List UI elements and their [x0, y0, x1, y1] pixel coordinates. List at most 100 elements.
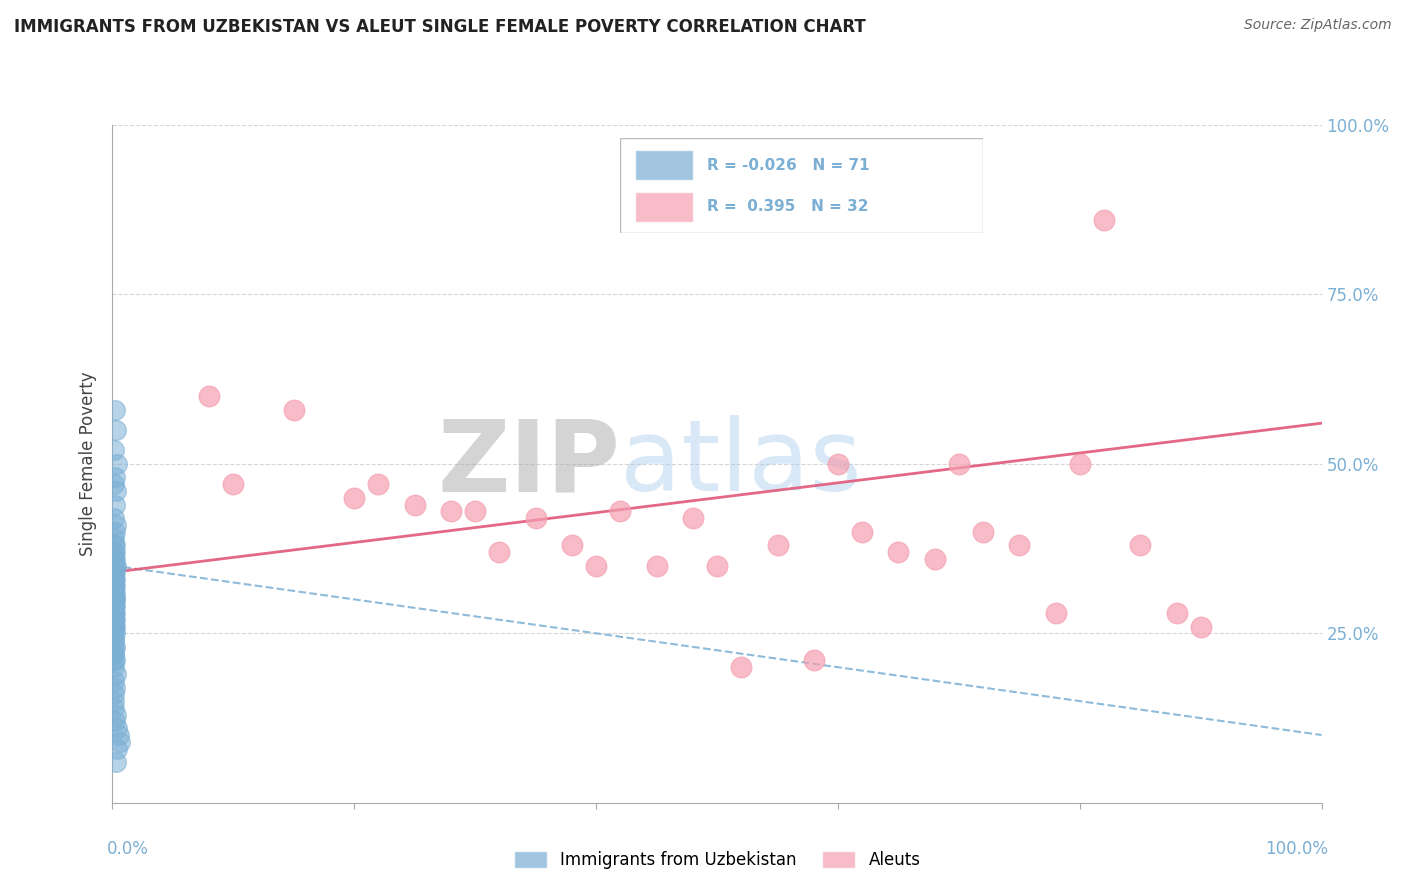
Point — [104, 558, 127, 573]
Point — [105, 741, 128, 756]
Point — [561, 538, 583, 552]
Text: Source: ZipAtlas.com: Source: ZipAtlas.com — [1244, 18, 1392, 32]
Point — [972, 524, 994, 539]
Point — [222, 477, 245, 491]
Point — [1189, 619, 1212, 633]
Text: atlas: atlas — [620, 416, 862, 512]
Point — [105, 721, 128, 735]
Point — [103, 633, 125, 648]
Point — [104, 640, 127, 654]
Point — [103, 606, 125, 620]
Point — [103, 647, 125, 661]
Point — [105, 755, 128, 769]
Point — [1092, 212, 1115, 227]
Point — [283, 402, 305, 417]
Point — [105, 423, 128, 437]
Text: IMMIGRANTS FROM UZBEKISTAN VS ALEUT SINGLE FEMALE POVERTY CORRELATION CHART: IMMIGRANTS FROM UZBEKISTAN VS ALEUT SING… — [14, 18, 866, 36]
Point — [645, 558, 668, 573]
Text: 100.0%: 100.0% — [1264, 840, 1327, 858]
Point — [103, 511, 125, 525]
Point — [1129, 538, 1152, 552]
Point — [105, 558, 128, 573]
Point — [585, 558, 607, 573]
Point — [464, 504, 486, 518]
Point — [1166, 606, 1188, 620]
Point — [103, 538, 125, 552]
Point — [103, 694, 125, 708]
Point — [104, 585, 127, 599]
Point — [1069, 457, 1091, 471]
Point — [343, 491, 366, 505]
Point — [1008, 538, 1031, 552]
Point — [103, 572, 125, 586]
Point — [103, 647, 125, 661]
Point — [924, 551, 946, 566]
Point — [1045, 606, 1067, 620]
Point — [103, 592, 125, 607]
Point — [103, 701, 125, 715]
Point — [103, 566, 125, 580]
Point — [404, 498, 426, 512]
Point — [104, 551, 127, 566]
Point — [103, 579, 125, 593]
Point — [103, 619, 125, 633]
Point — [103, 687, 125, 701]
Point — [104, 579, 127, 593]
Point — [104, 470, 127, 484]
FancyBboxPatch shape — [620, 138, 983, 234]
Text: R =  0.395   N = 32: R = 0.395 N = 32 — [707, 199, 869, 214]
Point — [730, 660, 752, 674]
Point — [103, 653, 125, 667]
Point — [104, 681, 127, 695]
Point — [104, 613, 127, 627]
Point — [104, 606, 127, 620]
Text: 0.0%: 0.0% — [107, 840, 148, 858]
Point — [104, 498, 127, 512]
Point — [682, 511, 704, 525]
Point — [103, 599, 125, 614]
Point — [104, 626, 127, 640]
Point — [103, 592, 125, 607]
Point — [108, 735, 131, 749]
Point — [104, 402, 127, 417]
Y-axis label: Single Female Poverty: Single Female Poverty — [79, 372, 97, 556]
Point — [104, 538, 127, 552]
Point — [103, 633, 125, 648]
Point — [103, 585, 125, 599]
Point — [103, 599, 125, 614]
Point — [827, 457, 849, 471]
Point — [524, 511, 547, 525]
Point — [103, 551, 125, 566]
Point — [105, 517, 128, 532]
Point — [103, 673, 125, 688]
Point — [104, 572, 127, 586]
Point — [440, 504, 463, 518]
Point — [103, 613, 125, 627]
Point — [107, 728, 129, 742]
Point — [103, 572, 125, 586]
Point — [103, 532, 125, 546]
Point — [105, 483, 128, 498]
Point — [103, 443, 125, 458]
Point — [103, 660, 125, 674]
Text: R = -0.026   N = 71: R = -0.026 N = 71 — [707, 158, 870, 172]
Point — [803, 653, 825, 667]
Point — [103, 579, 125, 593]
Point — [766, 538, 789, 552]
Point — [367, 477, 389, 491]
Point — [103, 619, 125, 633]
Point — [104, 714, 127, 729]
Point — [103, 613, 125, 627]
Point — [609, 504, 631, 518]
Point — [103, 640, 125, 654]
Point — [104, 592, 127, 607]
Point — [104, 592, 127, 607]
Point — [104, 524, 127, 539]
FancyBboxPatch shape — [636, 192, 693, 222]
Point — [851, 524, 873, 539]
Point — [105, 457, 128, 471]
Point — [948, 457, 970, 471]
Point — [887, 545, 910, 559]
Legend: Immigrants from Uzbekistan, Aleuts: Immigrants from Uzbekistan, Aleuts — [508, 845, 927, 876]
Point — [103, 545, 125, 559]
